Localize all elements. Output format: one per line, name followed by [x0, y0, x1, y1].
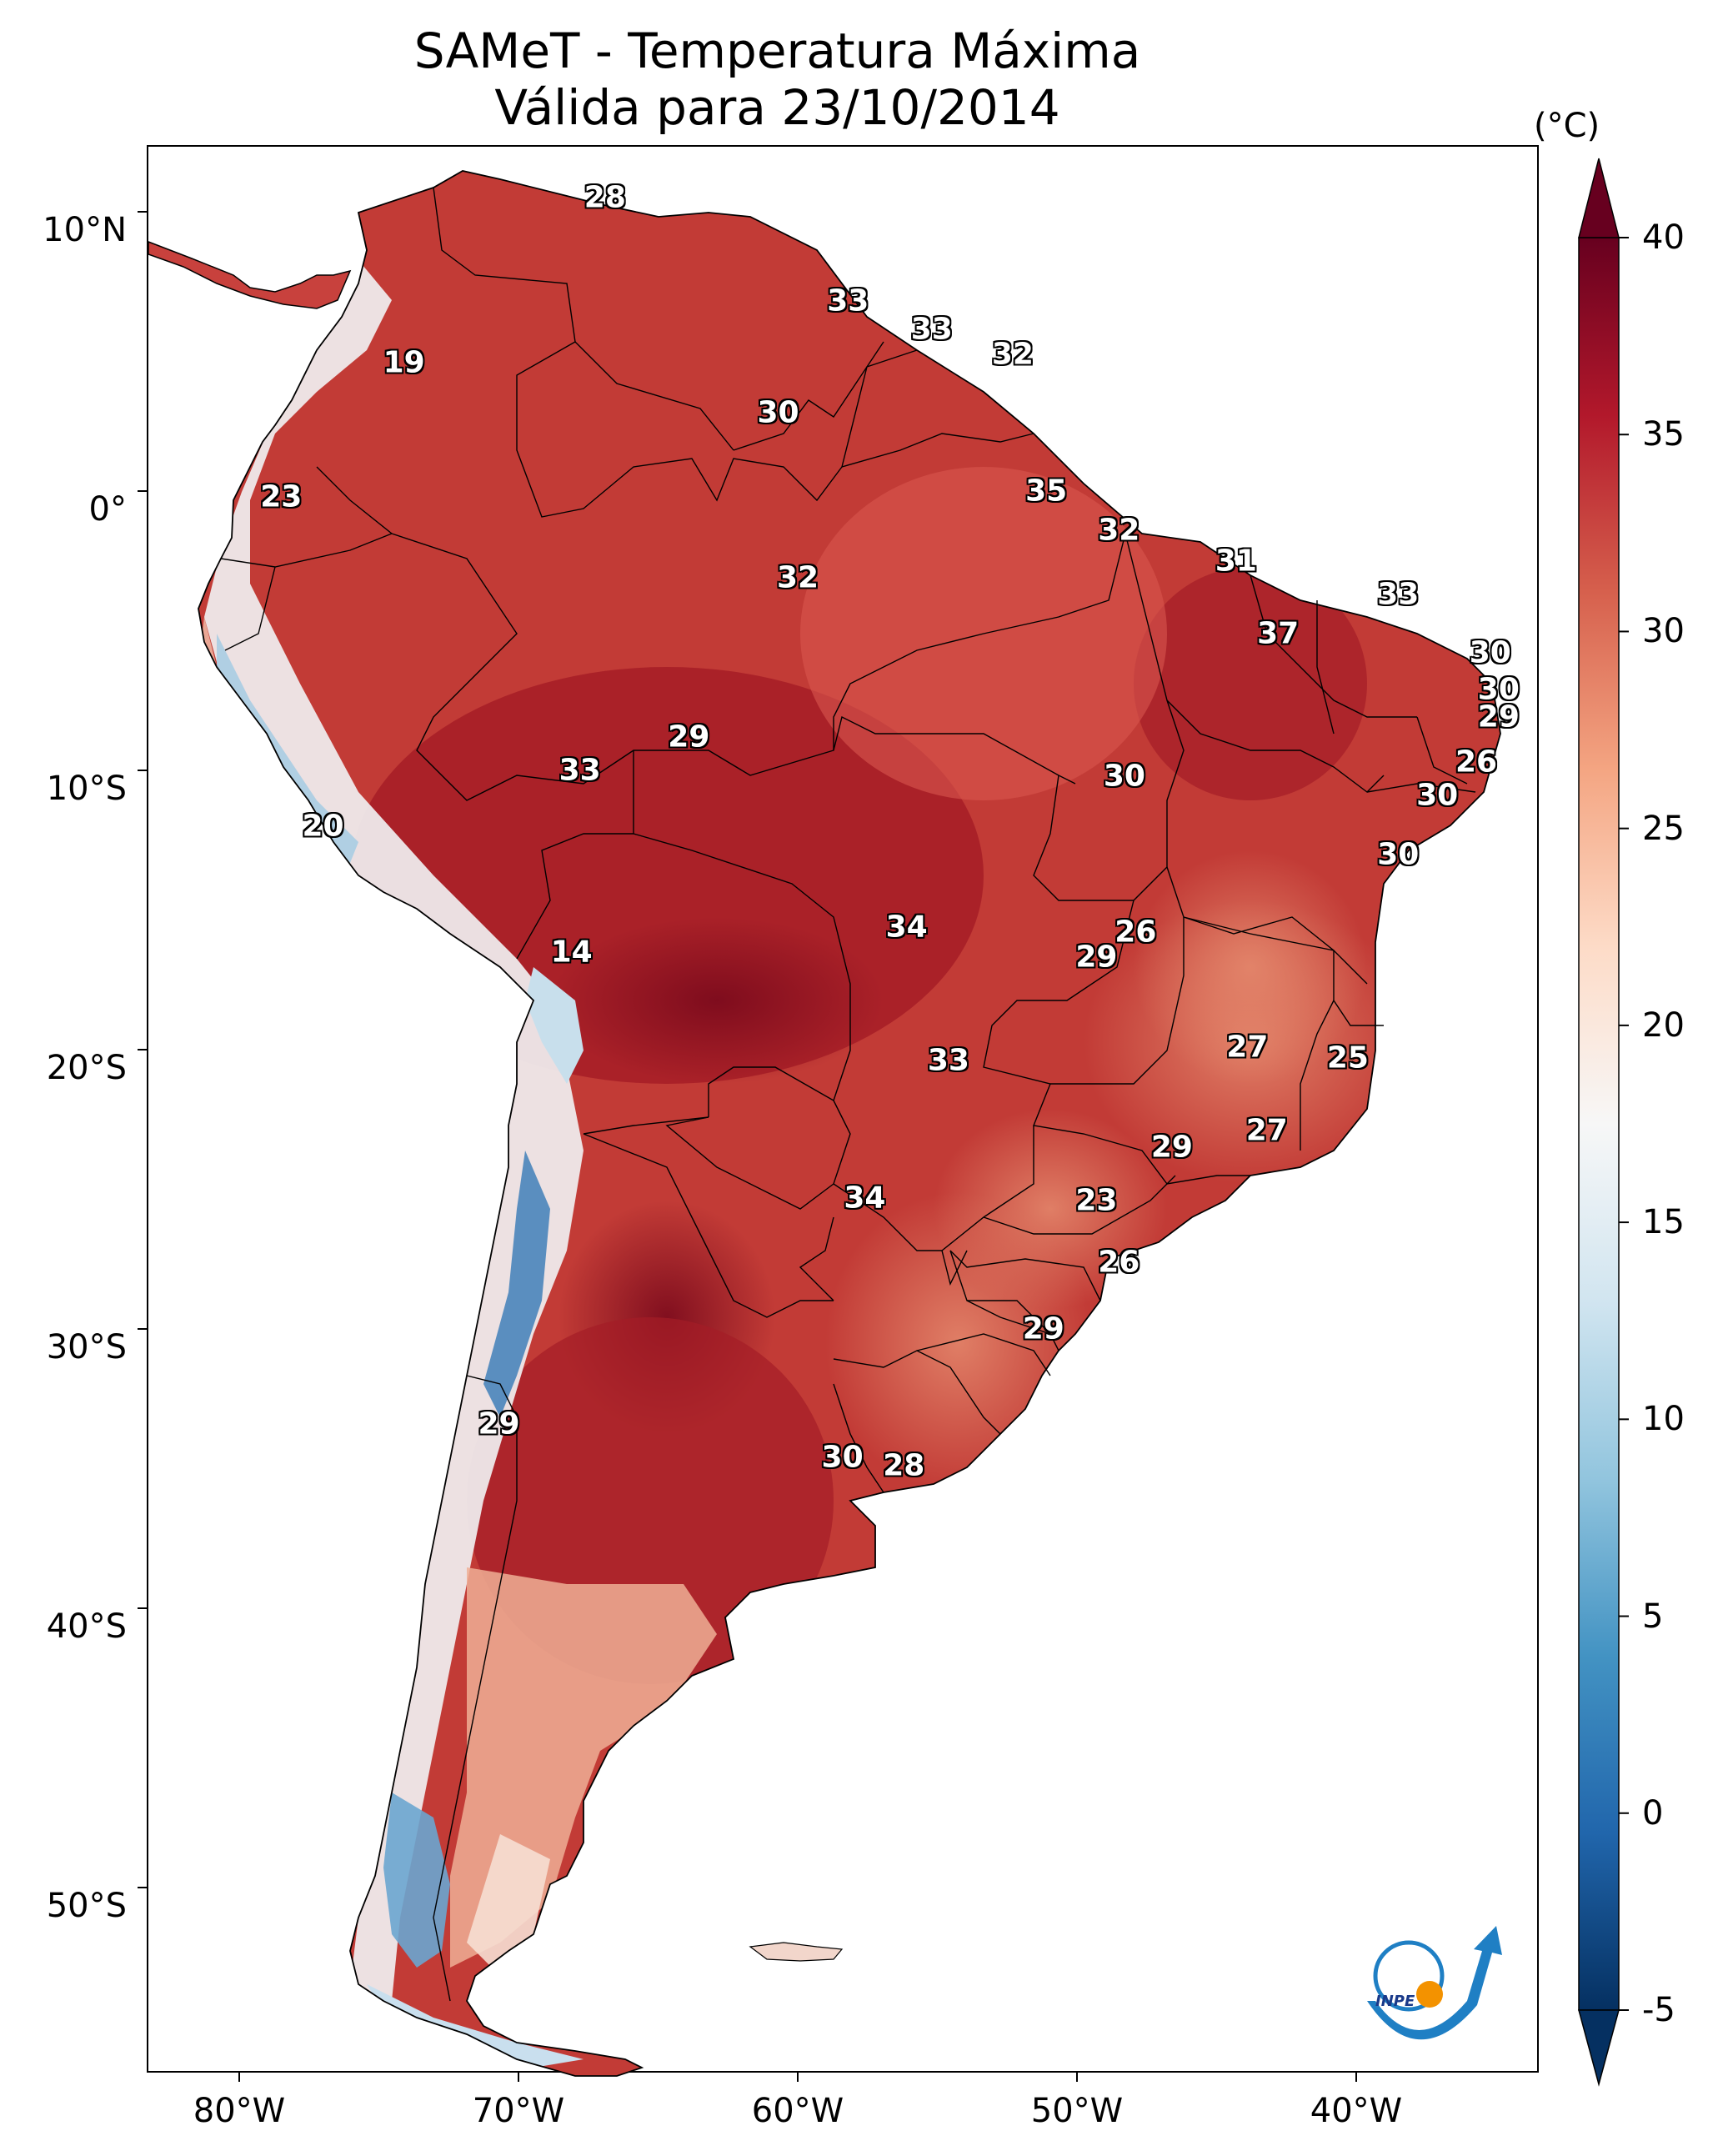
colorbar-tick-label: -5 — [1642, 1991, 1675, 2029]
city-temperature-label: 32 — [1098, 513, 1140, 548]
city-temperature-label: 30 — [1416, 778, 1459, 813]
city-temperature-label: 28 — [883, 1448, 925, 1483]
map-title: SAMeT - Temperatura Máxima — [413, 23, 1141, 79]
falkland-islands — [749, 1942, 844, 1962]
city-temperature-label: 31 — [1215, 544, 1257, 579]
city-temperature-label: 32 — [991, 337, 1034, 372]
colorbar-tick-label: 40 — [1642, 218, 1685, 257]
city-temperature-label: 34 — [885, 910, 928, 945]
colorbar-tick-label: 15 — [1642, 1203, 1685, 1242]
city-temperature-label: 30 — [821, 1440, 864, 1475]
colorbar-tick-label: 20 — [1642, 1005, 1685, 1045]
colorbar-tick-label: 30 — [1642, 612, 1685, 651]
colorbar — [1578, 237, 1620, 2011]
coastline — [198, 170, 1501, 2077]
colorbar-min-extend — [1578, 2009, 1620, 2087]
city-temperature-label: 30 — [1477, 672, 1520, 707]
city-temperature-label: 28 — [584, 180, 626, 215]
city-temperature-label: 25 — [1326, 1040, 1369, 1075]
inpe-logo-text: INPE — [1375, 1993, 1415, 2010]
city-temperature-label: 29 — [1075, 940, 1118, 975]
colorbar-max-extend — [1578, 158, 1620, 238]
country-borders — [220, 187, 1476, 2002]
lon-label-80w: 80°W — [193, 2092, 286, 2130]
city-temperature-label: 26 — [1098, 1245, 1140, 1280]
city-temperature-label: 23 — [260, 479, 303, 514]
city-temperature-label: 30 — [1469, 635, 1511, 670]
colorbar-tick-label: 5 — [1642, 1597, 1664, 1636]
city-temperature-label: 14 — [550, 935, 593, 970]
lon-label-50w: 50°W — [1030, 2092, 1124, 2130]
city-temperature-label: 30 — [757, 395, 799, 430]
colorbar-tick-label: 35 — [1642, 415, 1685, 454]
lon-label-40w: 40°W — [1310, 2092, 1403, 2130]
lon-label-60w: 60°W — [751, 2092, 844, 2130]
city-temperature-label: 19 — [383, 345, 425, 380]
lat-label-20s: 20°S — [46, 1049, 127, 1087]
map-subtitle: Válida para 23/10/2014 — [494, 79, 1060, 136]
colorbar-unit: (°C) — [1534, 107, 1600, 145]
city-temperature-label: 29 — [668, 720, 710, 755]
colorbar-ticks — [1619, 237, 1629, 2011]
city-temperature-label: 29 — [478, 1406, 520, 1442]
city-temperature-label: 27 — [1226, 1030, 1269, 1065]
colorbar-tick-label: 0 — [1642, 1793, 1664, 1833]
city-temperature-label: 20 — [302, 809, 344, 844]
lat-label-10s: 10°S — [46, 770, 127, 808]
colorbar-tick-label: 25 — [1642, 809, 1685, 848]
city-temperature-label: 33 — [827, 283, 869, 318]
city-temperature-label: 29 — [1022, 1311, 1064, 1346]
city-temperature-label: 32 — [776, 560, 819, 595]
city-temperature-label: 33 — [927, 1043, 969, 1078]
city-temperature-label: 30 — [1377, 837, 1420, 871]
lon-label-70w: 70°W — [472, 2092, 565, 2130]
city-temperature-label: 29 — [1150, 1130, 1193, 1165]
city-temperature-label: 34 — [844, 1181, 886, 1216]
colorbar-tick-label: 10 — [1642, 1400, 1685, 1439]
city-temperature-label: 37 — [1257, 616, 1300, 651]
city-temperature-label: 33 — [1377, 577, 1420, 612]
lat-label-40s: 40°S — [46, 1607, 127, 1646]
city-temperature-label: 26 — [1114, 915, 1157, 950]
axis-ticks — [138, 211, 1357, 2082]
city-temperature-label: 33 — [558, 753, 601, 788]
lat-label-30s: 30°S — [46, 1328, 127, 1366]
city-temperature-label: 35 — [1025, 474, 1068, 509]
city-temperature-label: 23 — [1075, 1183, 1118, 1218]
inpe-logo — [1367, 1926, 1502, 2040]
city-temperature-label: 29 — [1477, 699, 1520, 735]
lat-label-10n: 10°N — [43, 211, 127, 249]
city-temperature-label: 33 — [910, 312, 953, 347]
central-america-landmass — [148, 240, 352, 309]
city-temperature-label: 30 — [1103, 759, 1145, 794]
lat-label-0: 0° — [88, 490, 127, 529]
city-temperature-label: 26 — [1455, 745, 1498, 780]
city-temperature-label: 27 — [1245, 1113, 1288, 1148]
lat-label-50s: 50°S — [46, 1887, 127, 1925]
